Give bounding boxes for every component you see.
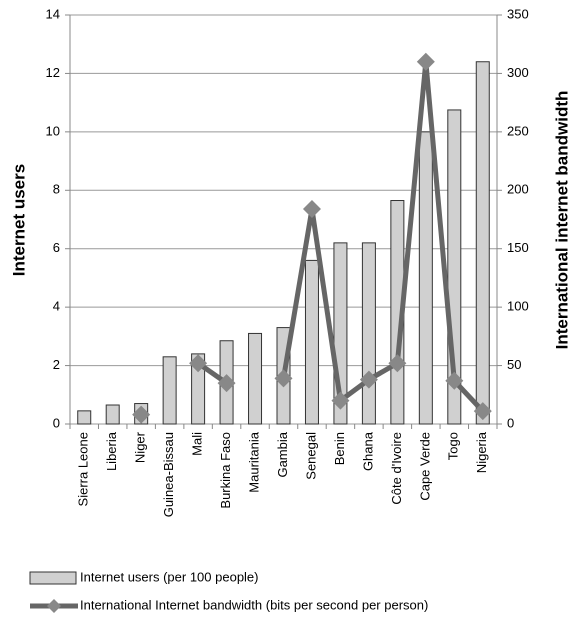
y2-tick-label: 300: [507, 65, 529, 80]
y2-tick-label: 250: [507, 123, 529, 138]
marker: [445, 371, 464, 390]
marker: [217, 374, 236, 393]
y-axis-title: Internet users: [9, 164, 28, 276]
bar: [105, 404, 120, 425]
x-tick-label: Mali: [190, 432, 205, 456]
bar: [418, 131, 433, 425]
bar: [191, 353, 206, 425]
legend-swatch: [29, 571, 77, 585]
x-tick-label: Benin: [332, 432, 347, 465]
bar: [248, 332, 263, 425]
bar: [361, 242, 376, 425]
y-tick-label: 8: [53, 182, 60, 197]
bar: [304, 259, 319, 425]
marker: [473, 402, 492, 421]
marker: [132, 405, 151, 424]
marker: [331, 391, 350, 410]
y2-tick-label: 350: [507, 6, 529, 21]
y2-tick-label: 200: [507, 182, 529, 197]
x-tick-label: Burkina Faso: [218, 432, 233, 509]
x-tick-label: Cape Verde: [417, 432, 432, 501]
bar: [77, 410, 92, 425]
marker: [416, 52, 435, 71]
y-tick-label: 0: [53, 415, 60, 430]
marker: [274, 369, 293, 388]
bar: [162, 356, 177, 425]
y-tick-label: 4: [53, 299, 60, 314]
legend-label: Internet users (per 100 people): [80, 569, 259, 584]
x-tick-label: Ghana: [360, 431, 375, 471]
x-tick-label: Liberia: [104, 431, 119, 471]
x-tick-label: Gambia: [275, 431, 290, 477]
y2-tick-label: 100: [507, 299, 529, 314]
x-tick-label: Niger: [133, 431, 148, 463]
y2-tick-label: 150: [507, 240, 529, 255]
y-tick-label: 2: [53, 357, 60, 372]
y-tick-label: 12: [46, 65, 60, 80]
y-tick-label: 14: [46, 6, 60, 21]
y-tick-label: 6: [53, 240, 60, 255]
marker: [388, 354, 407, 373]
x-tick-label: Sierra Leone: [76, 432, 91, 506]
marker: [359, 370, 378, 389]
legend-marker: [47, 599, 61, 613]
marker: [302, 199, 321, 218]
y2-tick-label: 0: [507, 415, 514, 430]
x-tick-label: Nigeria: [474, 431, 489, 473]
x-tick-label: Côte d'Ivoire: [389, 432, 404, 505]
legend-label: International Internet bandwidth (bits p…: [80, 597, 428, 612]
marker: [189, 354, 208, 373]
x-tick-label: Guinea-Bissau: [161, 432, 176, 517]
y2-axis-title: International internet bandwidth: [552, 91, 571, 350]
x-tick-label: Mauritania: [246, 431, 261, 492]
x-tick-label: Togo: [446, 432, 461, 460]
y2-tick-label: 50: [507, 357, 521, 372]
bar: [475, 61, 490, 425]
y-tick-label: 10: [46, 123, 60, 138]
x-tick-label: Senegal: [303, 432, 318, 480]
